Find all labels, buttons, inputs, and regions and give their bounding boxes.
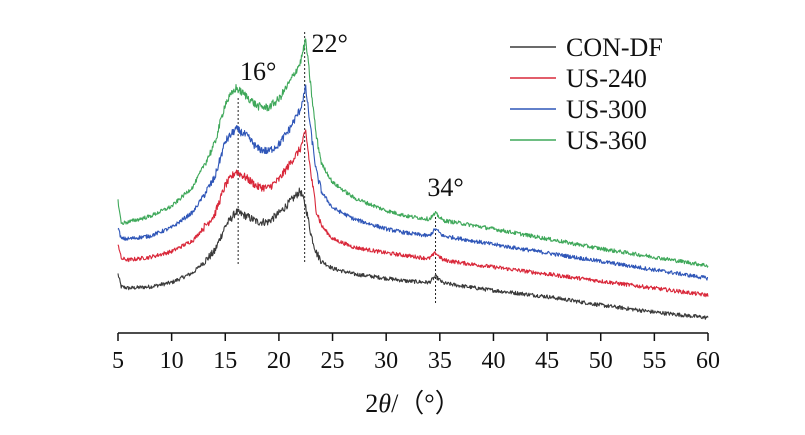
x-tick-label: 50: [589, 348, 613, 374]
x-tick-label: 60: [696, 348, 720, 374]
legend-label: US-360: [566, 126, 647, 155]
series-line-us-360: [117, 38, 709, 268]
x-ticks: 5 10 15 20 25 30 35 40 45 50 55 60: [112, 333, 720, 374]
peak-label: 22°: [311, 29, 347, 58]
x-axis-title-unit: /（°）: [391, 389, 461, 418]
series-line-con-df: [117, 187, 709, 320]
legend-label: US-240: [566, 64, 647, 93]
x-axis-title: 2θ/（°）: [365, 389, 460, 418]
x-tick-label: 25: [321, 348, 345, 374]
x-axis: 5 10 15 20 25 30 35 40 45 50 55 60: [112, 332, 720, 374]
x-axis-title-prefix: 2: [365, 389, 378, 418]
series-lines: [117, 38, 709, 320]
peak-label: 34°: [427, 173, 463, 202]
x-tick-label: 5: [112, 348, 124, 374]
x-tick-label: 45: [535, 348, 559, 374]
x-tick-label: 35: [428, 348, 452, 374]
legend-label: CON-DF: [566, 33, 663, 62]
x-tick-label: 55: [642, 348, 666, 374]
peak-label: 16°: [240, 57, 276, 86]
series-line-us-300: [117, 84, 709, 281]
x-tick-label: 20: [267, 348, 291, 374]
x-tick-label: 40: [481, 348, 505, 374]
legend-label: US-300: [566, 95, 647, 124]
peak-labels: 16° 22° 34°: [240, 29, 464, 202]
x-tick-label: 30: [374, 348, 398, 374]
x-tick-label: 10: [160, 348, 184, 374]
x-axis-title-theta: θ: [378, 389, 391, 418]
x-tick-label: 15: [213, 348, 237, 374]
series-line-us-240: [117, 129, 709, 298]
